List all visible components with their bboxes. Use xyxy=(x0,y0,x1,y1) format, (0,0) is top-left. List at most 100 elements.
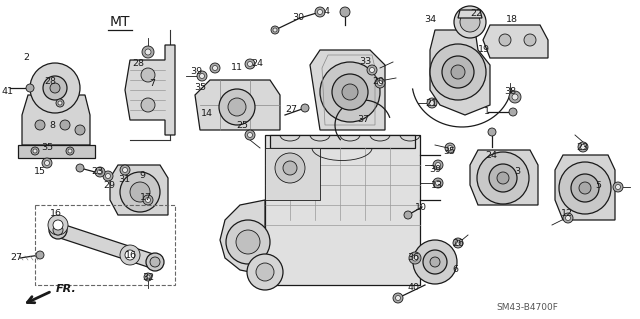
Text: 6: 6 xyxy=(452,264,458,273)
Polygon shape xyxy=(265,135,420,285)
Text: 7: 7 xyxy=(149,78,155,87)
Circle shape xyxy=(489,164,517,192)
Text: 39: 39 xyxy=(429,165,441,174)
Circle shape xyxy=(66,147,74,155)
Circle shape xyxy=(454,6,486,38)
Circle shape xyxy=(580,145,586,150)
Text: 22: 22 xyxy=(470,10,482,19)
Circle shape xyxy=(369,68,374,72)
Circle shape xyxy=(125,250,135,260)
Text: 21: 21 xyxy=(425,99,437,108)
Text: 4: 4 xyxy=(323,8,329,17)
Circle shape xyxy=(150,257,160,267)
Text: 33: 33 xyxy=(359,57,371,66)
Text: 31: 31 xyxy=(118,174,130,183)
Circle shape xyxy=(256,263,274,281)
Circle shape xyxy=(375,78,385,88)
Circle shape xyxy=(31,147,39,155)
Circle shape xyxy=(245,59,255,69)
Text: 41: 41 xyxy=(2,86,14,95)
Circle shape xyxy=(219,89,255,125)
Text: 12: 12 xyxy=(561,209,573,218)
Circle shape xyxy=(367,65,377,75)
Circle shape xyxy=(563,213,573,223)
Circle shape xyxy=(26,84,34,92)
Text: 34: 34 xyxy=(424,16,436,25)
Circle shape xyxy=(413,240,457,284)
Circle shape xyxy=(571,174,599,202)
Circle shape xyxy=(144,273,152,281)
Circle shape xyxy=(433,178,443,188)
Text: FR.: FR. xyxy=(56,284,77,294)
Circle shape xyxy=(456,241,461,246)
Text: 28: 28 xyxy=(44,77,56,85)
Circle shape xyxy=(68,149,72,153)
Circle shape xyxy=(499,34,511,46)
Circle shape xyxy=(283,161,297,175)
Circle shape xyxy=(248,132,253,137)
Circle shape xyxy=(497,172,509,184)
Circle shape xyxy=(97,169,102,174)
Text: 15: 15 xyxy=(34,167,46,176)
Circle shape xyxy=(435,181,440,186)
Text: 2: 2 xyxy=(23,54,29,63)
Polygon shape xyxy=(483,25,548,58)
Circle shape xyxy=(247,254,283,290)
Polygon shape xyxy=(555,155,615,220)
Circle shape xyxy=(429,100,435,106)
Text: 14: 14 xyxy=(201,108,213,117)
Polygon shape xyxy=(195,80,280,130)
Circle shape xyxy=(435,162,440,167)
Text: 26: 26 xyxy=(452,239,464,248)
Text: 35: 35 xyxy=(41,144,53,152)
Circle shape xyxy=(58,101,62,105)
Circle shape xyxy=(301,104,309,112)
Text: 37: 37 xyxy=(357,115,369,123)
Circle shape xyxy=(430,44,486,100)
Circle shape xyxy=(245,130,255,140)
Bar xyxy=(35,205,175,285)
Text: 27: 27 xyxy=(285,106,297,115)
Circle shape xyxy=(616,184,621,189)
Text: 24: 24 xyxy=(485,152,497,160)
Circle shape xyxy=(49,221,67,239)
Text: 13: 13 xyxy=(431,182,443,190)
Polygon shape xyxy=(310,50,385,130)
Circle shape xyxy=(53,225,63,235)
Text: 36: 36 xyxy=(407,254,419,263)
Circle shape xyxy=(409,252,421,264)
Circle shape xyxy=(236,230,260,254)
Polygon shape xyxy=(265,148,320,200)
Circle shape xyxy=(423,250,447,274)
Circle shape xyxy=(613,182,623,192)
Text: 16: 16 xyxy=(50,209,62,218)
Circle shape xyxy=(48,215,68,235)
Circle shape xyxy=(228,98,246,116)
Circle shape xyxy=(212,65,218,70)
Polygon shape xyxy=(470,150,538,205)
Text: 23: 23 xyxy=(91,167,103,176)
Text: 25: 25 xyxy=(236,122,248,130)
Circle shape xyxy=(430,257,440,267)
Circle shape xyxy=(445,143,455,153)
Circle shape xyxy=(210,63,220,73)
Circle shape xyxy=(76,164,84,172)
Text: 20: 20 xyxy=(372,77,384,85)
Circle shape xyxy=(340,7,350,17)
Circle shape xyxy=(566,216,570,220)
Circle shape xyxy=(453,238,463,248)
Circle shape xyxy=(404,211,412,219)
Circle shape xyxy=(33,149,37,153)
Circle shape xyxy=(142,46,154,58)
Circle shape xyxy=(53,220,63,230)
Circle shape xyxy=(120,172,160,212)
Circle shape xyxy=(427,98,437,108)
Circle shape xyxy=(200,73,205,78)
Text: 18: 18 xyxy=(506,16,518,25)
Circle shape xyxy=(451,65,465,79)
Circle shape xyxy=(447,145,452,151)
Text: SM43-B4700F: SM43-B4700F xyxy=(496,303,558,313)
Circle shape xyxy=(396,295,401,300)
Circle shape xyxy=(317,10,323,14)
Circle shape xyxy=(60,120,70,130)
